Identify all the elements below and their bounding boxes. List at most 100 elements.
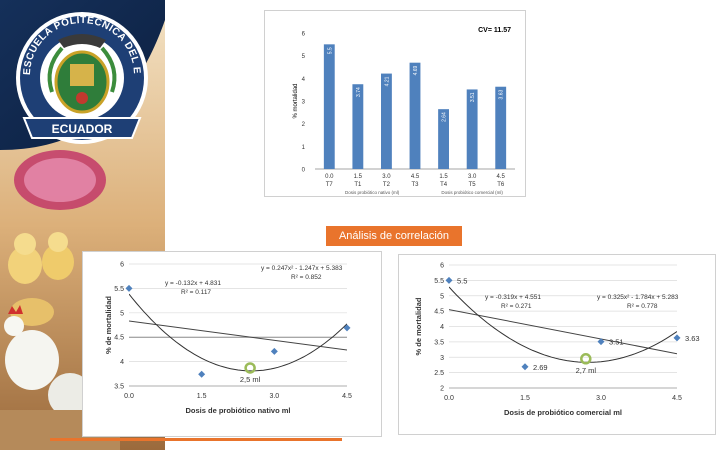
y-tick-label: 3.5 [434, 339, 444, 346]
bar-T2 [381, 73, 392, 169]
bar-y-axis-label: % mortalidad [293, 83, 299, 118]
y-tick-label: 5.5 [434, 278, 444, 285]
bar-T6 [495, 86, 507, 169]
data-point [445, 276, 453, 284]
bar-dose-label: 4.5 [411, 174, 420, 180]
seal-banner [22, 117, 142, 139]
linear-equation: y = -0.319x + 4.551 [485, 294, 541, 301]
y-tick-label: 6 [440, 263, 444, 270]
data-point [673, 334, 681, 342]
y-tick-label: 3.5 [114, 384, 124, 391]
linear-equation: y = -0.132x + 4.831 [165, 280, 221, 287]
optimum-label: 2,5 ml [240, 375, 261, 384]
bar-category-label: T3 [411, 182, 419, 188]
bar-T5 [466, 89, 478, 169]
footer-accent-line [50, 438, 342, 441]
bar-category-label: T5 [469, 182, 477, 188]
bar-y-tick-label: 3 [302, 100, 306, 106]
x-tick-label: 1.5 [197, 393, 207, 400]
commercial-probiotic-chart-panel: 2 2.5 3 3.5 4 4.5 5 5.5 6 0.0 1.5 3.0 4.5 Dosis de pr… [398, 254, 716, 435]
bar-value-label: 3.74 [356, 87, 362, 97]
bar-dose-label: 3.0 [382, 174, 391, 180]
bar-category-label: T4 [440, 182, 448, 188]
bar-T4 [438, 109, 449, 169]
optimum-marker [244, 362, 256, 374]
optimum-marker [580, 353, 592, 365]
quadratic-r-squared: R² = 0.852 [291, 274, 322, 281]
data-point [521, 363, 529, 371]
bar-y-tick-label: 1 [302, 145, 306, 151]
data-point [125, 284, 133, 292]
y-tick-label: 5.5 [114, 286, 124, 293]
bar-x-axis-label-native: Dosis probiótico nativo (ml) [345, 190, 400, 195]
chicks-icon [8, 232, 74, 326]
data-point [198, 370, 206, 378]
bar-value-label: 2.64 [442, 112, 448, 122]
y-tick-label: 2 [440, 386, 444, 393]
quadratic-r-squared: R² = 0.778 [627, 303, 658, 310]
y-tick-label: 4 [440, 324, 444, 331]
y-axis-label: % de mortalidad [104, 296, 113, 354]
bar-y-tick-label: 6 [302, 32, 306, 38]
bar-value-label: 5.5 [327, 47, 333, 54]
x-tick-label: 1.5 [520, 395, 530, 402]
data-point-label: 2.69 [533, 363, 548, 372]
quadratic-equation: y = 0.325x² - 1.784x + 5.283 [597, 294, 679, 301]
bar-T3 [409, 62, 421, 170]
y-tick-label: 2.5 [434, 370, 444, 377]
native-probiotic-chart: 3.5 4 4.5 5 5.5 6 0.0 1.5 3.0 4.5 Dosis de probiót… [104, 262, 352, 416]
linear-trendline [449, 309, 677, 355]
section-label: Análisis de correlación [326, 226, 462, 246]
bar-T1 [352, 84, 364, 169]
x-tick-label: 4.5 [672, 395, 682, 402]
quadratic-equation: y = 0.247x² - 1.247x + 5.383 [261, 265, 343, 272]
y-tick-label: 3 [440, 355, 444, 362]
y-tick-label: 4 [120, 359, 124, 366]
quadratic-trendline [129, 293, 347, 372]
bar-value-label: 3.51 [470, 92, 476, 102]
linear-r-squared: R² = 0.271 [501, 303, 532, 310]
data-point-label: 3.63 [685, 334, 700, 343]
linear-r-squared: R² = 0.117 [181, 289, 211, 296]
y-tick-label: 5 [440, 293, 444, 300]
y-tick-label: 6 [120, 262, 124, 269]
bar-dose-label: 3.0 [468, 174, 477, 180]
bar-T7 [323, 44, 335, 170]
y-tick-label: 4.5 [434, 309, 444, 316]
bar-y-tick-label: 4 [302, 77, 306, 83]
bar-y-tick-label: 2 [302, 122, 306, 128]
bar-dose-label: 0.0 [325, 174, 334, 180]
bar-category-label: T6 [497, 182, 505, 188]
bar-y-tick-label: 5 [302, 54, 306, 60]
linear-trendline [129, 320, 347, 351]
x-tick-label: 4.5 [342, 393, 352, 400]
bar-category-label: T7 [326, 182, 334, 188]
y-tick-label: 4.5 [114, 335, 124, 342]
bar-chart-panel: CV= 11.57 0 1 2 3 4 5 6 % mortalidad 5.5 0.0 T7 3.74… [264, 10, 526, 197]
x-tick-label: 3.0 [269, 393, 279, 400]
x-axis-label: Dosis de probiótico comercial ml [504, 408, 622, 417]
x-tick-label: 0.0 [124, 393, 134, 400]
bar-category-label: T2 [383, 182, 391, 188]
y-axis-label: % de mortalidad [414, 297, 423, 355]
x-axis-label: Dosis de probiótico nativo ml [185, 406, 290, 415]
data-point [270, 347, 278, 355]
bar-chart: CV= 11.57 0 1 2 3 4 5 6 % mortalidad 5.5 0.0 T7 3.74… [293, 27, 515, 195]
bar-dose-label: 1.5 [439, 174, 448, 180]
bar-x-axis-label-commercial: Dosis probiótico comercial (ml) [441, 190, 503, 195]
bar-value-label: 3.63 [499, 90, 505, 100]
commercial-probiotic-chart: 2 2.5 3 3.5 4 4.5 5 5.5 6 0.0 1.5 3.0 4.5 Dosis de pr… [414, 263, 700, 418]
quadratic-trendline [449, 286, 677, 363]
bar-y-tick-label: 0 [302, 168, 306, 174]
y-tick-label: 5 [120, 310, 124, 317]
data-point [343, 324, 351, 332]
bar-dose-label: 4.5 [497, 174, 506, 180]
bar-value-label: 4.69 [413, 65, 419, 75]
bar-value-label: 4.21 [384, 76, 390, 86]
bar-category-label: T1 [354, 182, 362, 188]
optimum-label: 2,7 ml [576, 366, 597, 375]
x-tick-label: 3.0 [596, 395, 606, 402]
seal-country-text: ECUADOR [52, 122, 113, 136]
data-point [597, 338, 605, 346]
bar-chart-annotation: CV= 11.57 [478, 27, 511, 34]
